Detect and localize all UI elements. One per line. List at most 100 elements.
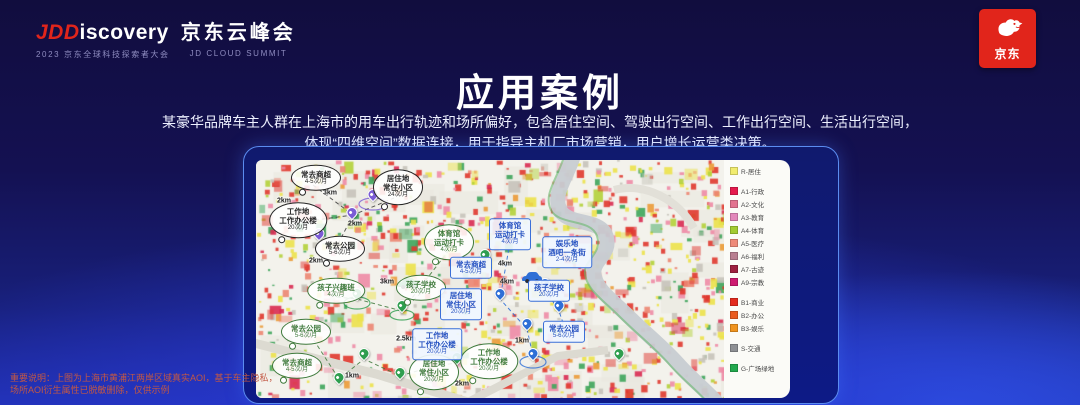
shanghai-aoi-map: 2km3km2km2km3km2.5km4km4km7km1km1km2km常去… xyxy=(256,160,724,398)
map-pin-icon xyxy=(392,364,408,381)
callout-text: 4-5次/月 xyxy=(285,366,309,373)
legend-swatch xyxy=(730,310,738,319)
callout-text: 孩子兴趣班 xyxy=(317,282,355,292)
callout-text: 常去公园 xyxy=(325,240,355,250)
trajectory-blue xyxy=(499,241,534,357)
callout-text: 工作办公楼 xyxy=(279,216,317,226)
callout-text: 运动打卡 xyxy=(495,230,525,240)
jd-brand-name: 京东 xyxy=(994,46,1021,61)
distance-label: 2km xyxy=(276,197,292,205)
distance-label: 2km xyxy=(347,220,363,228)
legend-label: A4-体育 xyxy=(741,227,765,235)
map-pin-icon xyxy=(519,315,535,332)
legend-label: S-交通 xyxy=(741,345,761,353)
callout-text: 4-5次/月 xyxy=(459,268,483,275)
legend-swatch xyxy=(730,225,738,234)
jd-dog-icon xyxy=(992,16,1024,44)
callout-text: 5-6次/月 xyxy=(552,332,576,339)
legend-item: A1-行政 xyxy=(730,185,788,196)
distance-label: 3km xyxy=(379,278,395,286)
callout-text: 孩子学校 xyxy=(406,279,436,289)
callout-text: 4次/月 xyxy=(440,247,458,254)
legend-item: A2-文化 xyxy=(730,198,788,209)
callout-text: 常去商超 xyxy=(282,357,312,367)
summit-tagline-en: JD CLOUD SUMMIT xyxy=(189,49,288,58)
callout-text: 工作地 xyxy=(477,348,501,358)
callout-text: 工作办公楼 xyxy=(418,340,456,350)
legend-item: A9-宗教 xyxy=(730,276,788,287)
distance-label: 2.5km xyxy=(396,335,416,343)
callout-text: 酒吧一条街 xyxy=(548,248,586,258)
legend-label: A2-文化 xyxy=(741,201,765,209)
legend-swatch xyxy=(730,297,738,306)
jdd-rest-letters: iscovery xyxy=(79,21,169,44)
callout-text: 20次/月 xyxy=(287,225,309,232)
legend-label: B2-办公 xyxy=(741,312,765,320)
map-callout: 居住地 常住小区 20次/月 xyxy=(440,288,482,320)
callout-text: 居住地 xyxy=(449,291,473,301)
legend-swatch xyxy=(730,277,738,286)
map-callout: 常去商超 4-5次/月 xyxy=(291,164,341,197)
map-callout: 工作地 工作办公楼 20次/月 xyxy=(412,328,462,360)
callout-text: 4次/月 xyxy=(327,291,345,298)
legend-label: B1-商业 xyxy=(741,299,765,307)
callout-text: 居住地 xyxy=(422,359,446,369)
callout-text: 4次/月 xyxy=(501,239,519,246)
callout-text: 常去公园 xyxy=(549,323,579,333)
callout-text: 20次/月 xyxy=(478,366,500,373)
callout-text: 2-4次/月 xyxy=(555,257,579,264)
map-callout: 居住地 常住小区 24次/月 xyxy=(373,169,423,210)
callout-text: 4-5次/月 xyxy=(304,178,328,185)
disclaimer-note: 重要说明：上图为上海市黄浦江两岸区域真实AOI，基于车主隐私， 场所AOI衍生属… xyxy=(10,372,278,396)
distance-label: 1km xyxy=(514,337,530,345)
map-panel: 2km3km2km2km3km2.5km4km4km7km1km1km2km常去… xyxy=(243,146,839,404)
legend-swatch xyxy=(730,264,738,273)
map-legend: R-居住 A1-行政 A2-文化 A3-教育 A4-体育 A5-医疗 A6-福利 A7-古迹 A… xyxy=(724,160,790,398)
legend-label: R-居住 xyxy=(741,168,761,176)
legend-label: A1-行政 xyxy=(741,188,765,196)
distance-label: 1km xyxy=(344,372,360,380)
callout-text: 24次/月 xyxy=(387,192,409,199)
map-pin-icon xyxy=(356,345,372,362)
legend-item: R-居住 xyxy=(730,165,788,176)
legend-item: A6-福利 xyxy=(730,250,788,261)
map-callout: 居住地 常住小区 20次/月 xyxy=(409,354,459,395)
callout-text: 工作地 xyxy=(425,331,449,341)
callout-text: 常住小区 xyxy=(419,368,449,378)
callout-text: 娱乐地 xyxy=(555,239,579,249)
subtitle-line-1: 某豪华品牌车主人群在上海市的用车出行轨迹和场所偏好，包含居住空间、驾驶出行空间、… xyxy=(162,114,918,130)
disclaimer-line-2: 场所AOI衍生属性已脱敏删除，仅供示例 xyxy=(10,385,170,395)
callout-text: 5-6次/月 xyxy=(294,332,318,339)
callout-text: 工作地 xyxy=(286,207,310,217)
legend-swatch xyxy=(730,166,738,175)
map-callout: 常去公园 5-6次/月 xyxy=(543,320,585,344)
map-callout: 孩子学校 20次/月 xyxy=(396,274,446,307)
map-callout: 体育馆 运动打卡 4次/月 xyxy=(424,224,474,265)
legend-swatch xyxy=(730,323,738,332)
callout-text: 常去商超 xyxy=(456,259,486,269)
legend-item: A7-古迹 xyxy=(730,263,788,274)
legend-label: A9-宗教 xyxy=(741,279,765,287)
distance-label: 3km xyxy=(322,189,338,197)
legend-label: A7-古迹 xyxy=(741,266,765,274)
callout-text: 5-6次/月 xyxy=(328,249,352,256)
map-callout: 常去公园 5-6次/月 xyxy=(281,318,331,351)
page-title: 应用案例 xyxy=(455,73,624,115)
map-callout: 工作地 工作办公楼 20次/月 xyxy=(269,202,327,243)
legend-item: B1-商业 xyxy=(730,296,788,307)
river-bank-green xyxy=(547,160,705,398)
legend-item: A3-教育 xyxy=(730,211,788,222)
distance-label: 4km xyxy=(499,278,515,286)
callout-text: 20次/月 xyxy=(410,288,432,295)
huangpu-river xyxy=(550,160,723,398)
legend-item: G-广场绿地 xyxy=(730,362,788,373)
legend-swatch xyxy=(730,251,738,260)
jdd-summit-logo: JDDiscovery 京东云峰会 2023 京东全球科技探索者大会 JD CL… xyxy=(36,16,296,60)
road xyxy=(256,338,470,398)
legend-swatch xyxy=(730,186,738,195)
callout-text: 20次/月 xyxy=(426,349,448,356)
legend-item: B2-办公 xyxy=(730,309,788,320)
map-callout: 孩子兴趣班 4次/月 xyxy=(307,277,365,310)
disclaimer-line-1: 重要说明：上图为上海市黄浦江两岸区域真实AOI，基于车主隐私， xyxy=(10,373,278,383)
legend-swatch xyxy=(730,212,738,221)
